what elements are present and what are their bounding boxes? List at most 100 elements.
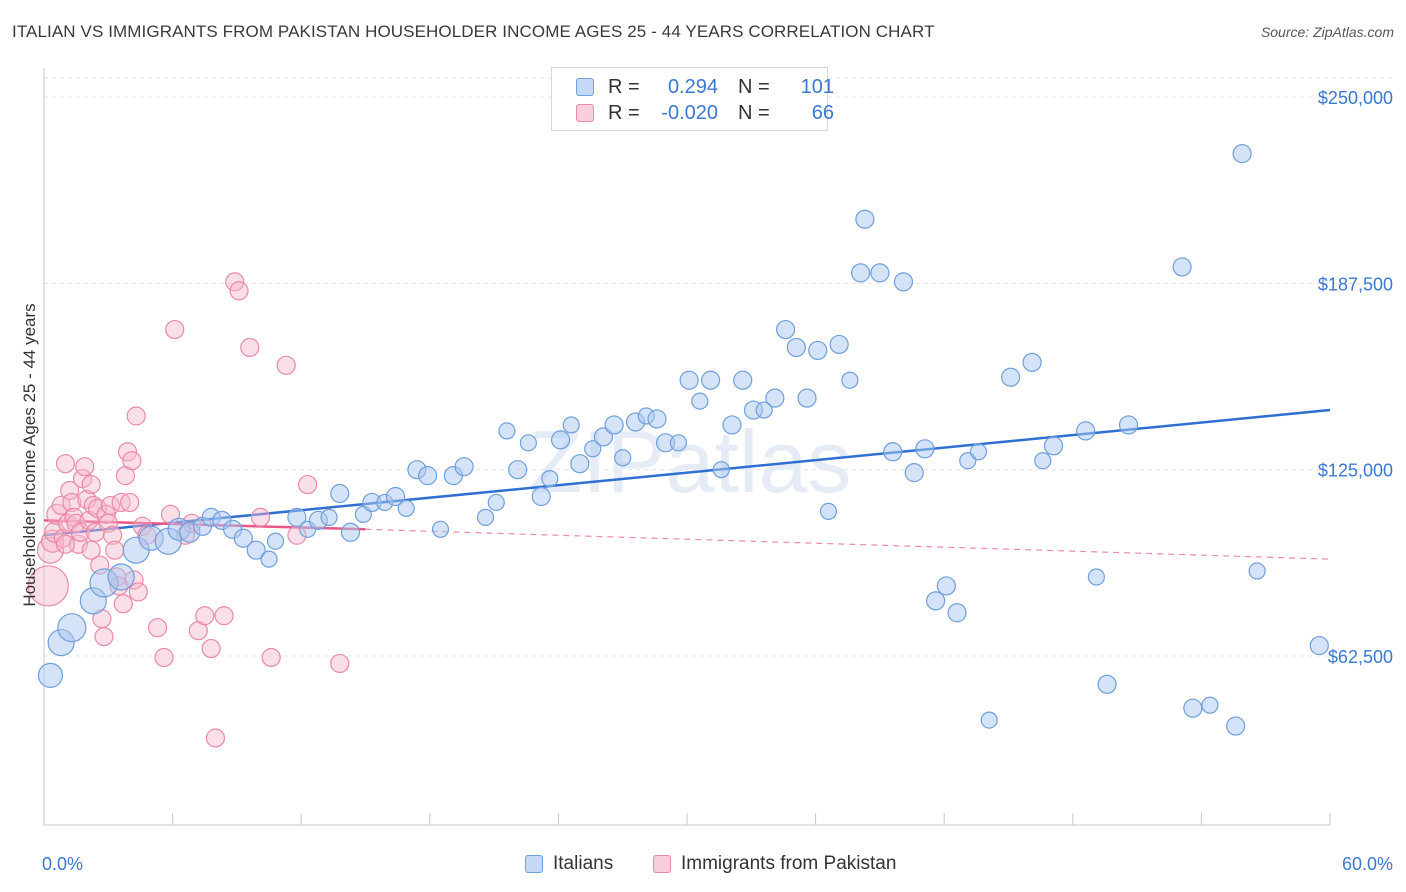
pakistan-point bbox=[27, 565, 69, 607]
legend-r-label: R = bbox=[608, 75, 640, 98]
y-tick-label-3: $250,000 bbox=[1318, 88, 1393, 108]
legend-swatch-blue bbox=[525, 855, 543, 873]
italians-point bbox=[1248, 562, 1266, 580]
italians-point bbox=[487, 493, 505, 512]
pakistan-point bbox=[102, 525, 123, 545]
italians-point bbox=[691, 392, 709, 410]
pakistan-point bbox=[298, 474, 318, 495]
italians-point bbox=[1076, 421, 1096, 441]
italians-point bbox=[947, 603, 967, 623]
pakistan-point bbox=[250, 507, 271, 527]
italians-point bbox=[550, 430, 571, 450]
pakistan-point bbox=[105, 540, 125, 560]
chart-title: ITALIAN VS IMMIGRANTS FROM PAKISTAN HOUS… bbox=[12, 22, 935, 41]
italians-point bbox=[679, 370, 699, 390]
legend-n-value: 101 bbox=[800, 75, 834, 98]
italians-point bbox=[969, 443, 988, 461]
pakistan-point bbox=[120, 492, 140, 513]
italians-point bbox=[1097, 674, 1117, 694]
italians-point bbox=[733, 370, 753, 390]
italians-point bbox=[1001, 367, 1021, 387]
italians-point bbox=[841, 371, 859, 389]
italians-point bbox=[570, 454, 590, 474]
italians-point bbox=[819, 502, 838, 521]
italians-point bbox=[1232, 144, 1252, 164]
italians-point bbox=[926, 591, 946, 611]
italians-point bbox=[722, 415, 742, 435]
italians-point bbox=[786, 337, 806, 358]
pakistan-point bbox=[113, 594, 133, 614]
y-tick-label-2: $187,500 bbox=[1318, 274, 1393, 294]
italians-point bbox=[1172, 257, 1192, 277]
pakistan-trend-extension bbox=[365, 528, 1331, 560]
legend-swatch-pink bbox=[653, 855, 671, 873]
tick-labels: $62,500 $125,000 $187,500 $250,000 0.0% 60.0% bbox=[42, 88, 1393, 874]
italians-point bbox=[765, 388, 785, 408]
italians-point bbox=[851, 263, 871, 283]
pakistan-point bbox=[51, 495, 71, 516]
italians-point bbox=[57, 613, 87, 643]
pakistan-point bbox=[195, 606, 215, 626]
italians-point bbox=[775, 319, 796, 340]
italians-point bbox=[454, 457, 474, 477]
axes bbox=[43, 68, 1331, 826]
italians-point bbox=[604, 415, 624, 435]
italians-point bbox=[287, 507, 307, 527]
pakistan-point bbox=[128, 582, 148, 602]
legend-n-label: N = bbox=[738, 101, 770, 124]
italians-points bbox=[37, 144, 1329, 736]
italians-point bbox=[266, 532, 285, 550]
italians-point bbox=[1087, 568, 1105, 586]
pakistan-point bbox=[55, 454, 76, 474]
pakistan-point bbox=[225, 272, 245, 292]
pakistan-point bbox=[276, 355, 296, 375]
italians-point bbox=[498, 422, 516, 440]
legend-r-value: -0.020 bbox=[661, 101, 718, 124]
italians-point bbox=[870, 263, 890, 283]
legend-swatch-pink bbox=[576, 104, 594, 122]
italians-trend-line bbox=[43, 408, 1331, 537]
italians-point bbox=[593, 427, 614, 447]
pakistan-point bbox=[81, 474, 101, 495]
pakistan-point bbox=[240, 337, 260, 358]
italians-point bbox=[893, 272, 914, 292]
italians-point bbox=[508, 460, 528, 480]
pakistan-point bbox=[117, 442, 138, 462]
legend-n-value: 66 bbox=[811, 101, 834, 124]
pakistan-point bbox=[147, 618, 168, 638]
pakistan-point bbox=[62, 492, 82, 513]
italians-point bbox=[1183, 698, 1203, 718]
pakistan-point bbox=[330, 653, 350, 674]
italians-point bbox=[233, 528, 253, 548]
italians-point bbox=[418, 466, 438, 486]
pakistan-point bbox=[201, 638, 221, 659]
pakistan-point bbox=[55, 534, 76, 554]
italians-point bbox=[712, 461, 730, 479]
italians-point bbox=[700, 370, 721, 390]
italians-point bbox=[260, 550, 278, 568]
italians-point bbox=[1034, 452, 1052, 470]
italians-point bbox=[1022, 352, 1042, 372]
bottom-legend-pakistan: Immigrants from Pakistan bbox=[653, 852, 896, 876]
legend-r-label: R = bbox=[608, 101, 640, 124]
pakistan-point bbox=[60, 480, 80, 501]
italians-point bbox=[476, 508, 495, 526]
y-axis-label: Householder Income Ages 25 - 44 years bbox=[20, 303, 39, 607]
italians-point bbox=[562, 416, 580, 434]
y-tick-label-1: $125,000 bbox=[1318, 461, 1393, 481]
italians-point bbox=[107, 563, 135, 591]
italians-point bbox=[855, 209, 875, 229]
x-tick-label-max: 60.0% bbox=[1342, 854, 1393, 874]
legend-row-pakistan: R = -0.020 N = 66 bbox=[576, 101, 834, 125]
x-tick-label-min: 0.0% bbox=[42, 854, 83, 874]
italians-point bbox=[883, 442, 903, 462]
source-label: Source: ZipAtlas.com bbox=[1260, 24, 1394, 40]
italians-point bbox=[797, 388, 817, 408]
italians-point bbox=[829, 334, 849, 355]
italians-point bbox=[431, 520, 450, 538]
italians-point bbox=[614, 449, 632, 467]
pakistan-point bbox=[165, 319, 185, 340]
italians-point bbox=[915, 439, 935, 459]
italians-point bbox=[936, 576, 956, 596]
